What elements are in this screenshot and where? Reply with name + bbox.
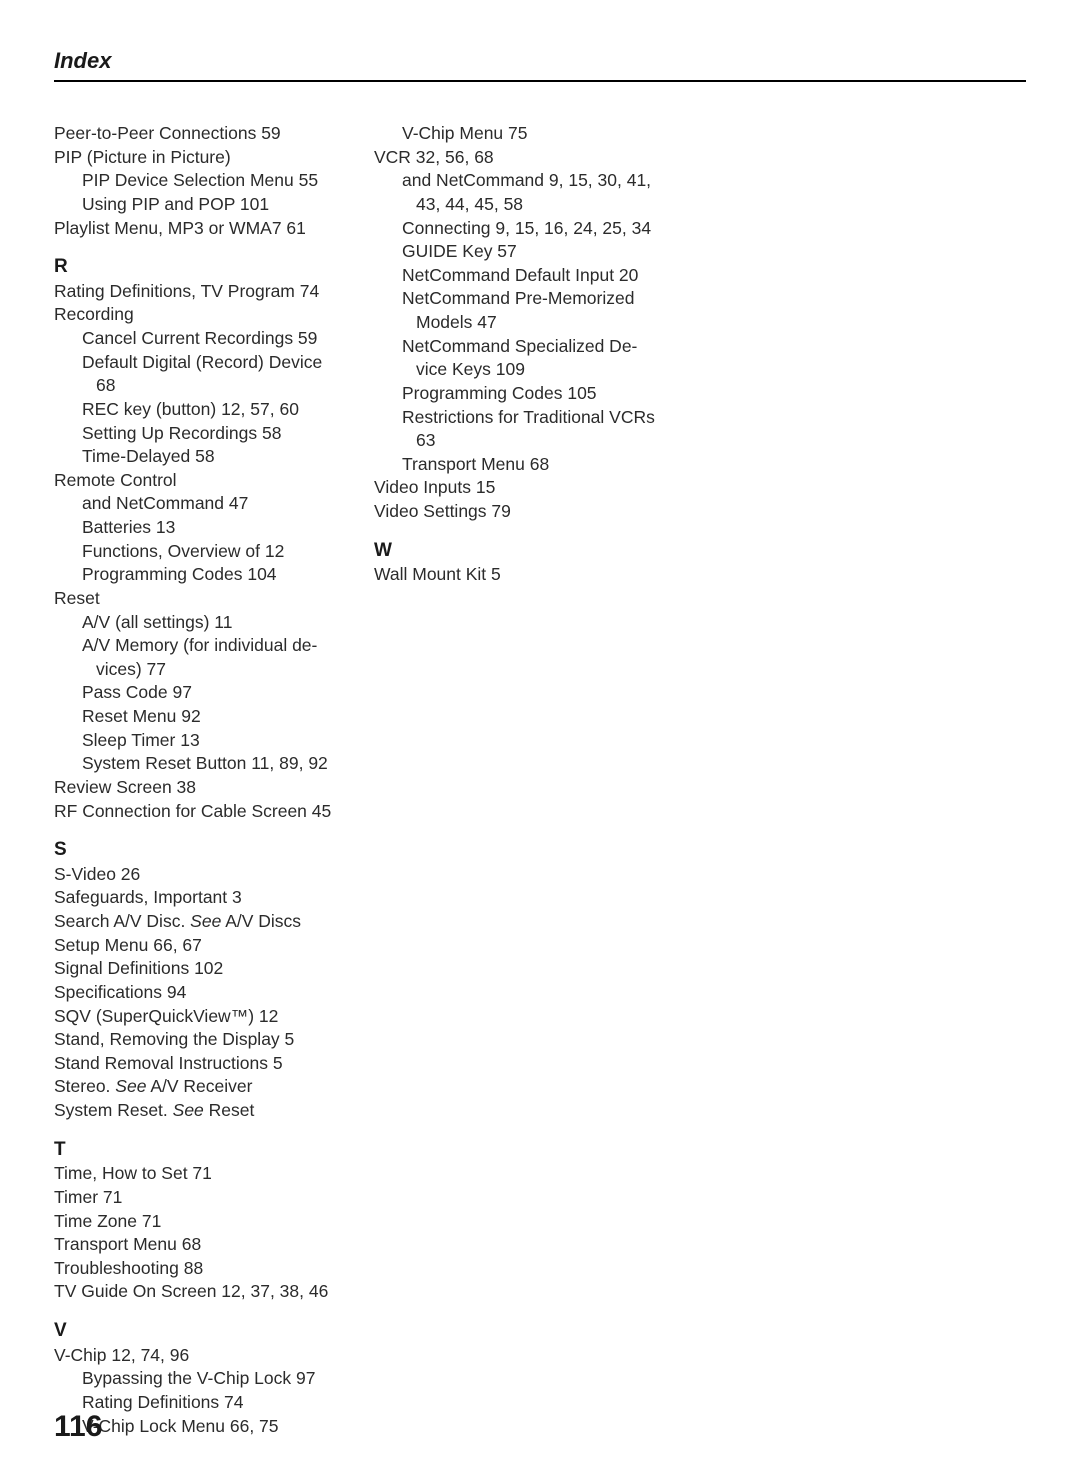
index-entry: PIP Device Selection Menu 55 (54, 169, 344, 193)
index-entry: Video Settings 79 (374, 500, 664, 524)
index-column-right: V-Chip Menu 75VCR 32, 56, 68and NetComma… (374, 122, 664, 1438)
index-entry: Signal Definitions 102 (54, 957, 344, 981)
index-entry: Recording (54, 303, 344, 327)
index-entry: Timer 71 (54, 1186, 344, 1210)
index-entry-text: Search A/V Disc. (54, 911, 190, 931)
index-entry: NetCommand Pre-Memorized (374, 287, 664, 311)
index-entry: Batteries 13 (54, 516, 344, 540)
index-entry: Remote Control (54, 469, 344, 493)
index-entry: S-Video 26 (54, 863, 344, 887)
index-entry: 63 (374, 429, 664, 453)
index-entry-text: A/V Receiver (146, 1076, 252, 1096)
index-entry: vice Keys 109 (374, 358, 664, 382)
index-entry: V-Chip 12, 74, 96 (54, 1344, 344, 1368)
index-entry: TV Guide On Screen 12, 37, 38, 46 (54, 1280, 344, 1304)
index-entry: REC key (button) 12, 57, 60 (54, 398, 344, 422)
index-entry: A/V Memory (for individual de- (54, 634, 344, 658)
index-entry: Video Inputs 15 (374, 476, 664, 500)
index-entry: NetCommand Default Input 20 (374, 264, 664, 288)
index-entry: Playlist Menu, MP3 or WMA7 61 (54, 217, 344, 241)
index-entry: Reset (54, 587, 344, 611)
index-column-left: Peer-to-Peer Connections 59PIP (Picture … (54, 122, 344, 1438)
page-number: 116 (54, 1410, 102, 1444)
index-entry: Connecting 9, 15, 16, 24, 25, 34 (374, 217, 664, 241)
index-entry: Stand Removal Instructions 5 (54, 1052, 344, 1076)
index-entry: Time, How to Set 71 (54, 1162, 344, 1186)
see-reference: See (173, 1100, 204, 1120)
index-entry: System Reset Button 11, 89, 92 (54, 752, 344, 776)
index-entry: Review Screen 38 (54, 776, 344, 800)
index-entry: NetCommand Specialized De- (374, 335, 664, 359)
index-entry: vices) 77 (54, 658, 344, 682)
index-section-letter: W (374, 538, 664, 564)
index-entry: Safeguards, Important 3 (54, 886, 344, 910)
index-entry: Programming Codes 105 (374, 382, 664, 406)
index-entry: Transport Menu 68 (374, 453, 664, 477)
header-title: Index (54, 48, 1026, 74)
index-entry: Time Zone 71 (54, 1210, 344, 1234)
index-entry-text: Reset (204, 1100, 255, 1120)
index-entry: Reset Menu 92 (54, 705, 344, 729)
index-entry: VCR 32, 56, 68 (374, 146, 664, 170)
index-entry: Pass Code 97 (54, 681, 344, 705)
index-entry: V-Chip Menu 75 (374, 122, 664, 146)
index-entry: Time-Delayed 58 (54, 445, 344, 469)
index-entry: Programming Codes 104 (54, 563, 344, 587)
index-section-letter: R (54, 254, 344, 280)
index-section-letter: T (54, 1137, 344, 1163)
see-reference: See (190, 911, 221, 931)
index-entry: Transport Menu 68 (54, 1233, 344, 1257)
index-columns: Peer-to-Peer Connections 59PIP (Picture … (54, 122, 1026, 1438)
index-entry: Wall Mount Kit 5 (374, 563, 664, 587)
index-entry: Bypassing the V-Chip Lock 97 (54, 1367, 344, 1391)
index-entry: Cancel Current Recordings 59 (54, 327, 344, 351)
index-entry: RF Connection for Cable Screen 45 (54, 800, 344, 824)
index-entry: Specifications 94 (54, 981, 344, 1005)
index-section-letter: S (54, 837, 344, 863)
index-entry: 68 (54, 374, 344, 398)
index-entry: Setting Up Recordings 58 (54, 422, 344, 446)
index-entry: Using PIP and POP 101 (54, 193, 344, 217)
index-entry: Models 47 (374, 311, 664, 335)
index-entry: Setup Menu 66, 67 (54, 934, 344, 958)
index-entry: Default Digital (Record) Device (54, 351, 344, 375)
index-entry: Troubleshooting 88 (54, 1257, 344, 1281)
index-entry: GUIDE Key 57 (374, 240, 664, 264)
index-entry: System Reset. See Reset (54, 1099, 344, 1123)
page: Index Peer-to-Peer Connections 59PIP (Pi… (0, 0, 1080, 1478)
header-region: Index (54, 48, 1026, 82)
index-entry: PIP (Picture in Picture) (54, 146, 344, 170)
index-entry: Search A/V Disc. See A/V Discs (54, 910, 344, 934)
see-reference: See (115, 1076, 146, 1096)
index-entry: Restrictions for Traditional VCRs (374, 406, 664, 430)
index-entry: A/V (all settings) 11 (54, 611, 344, 635)
index-entry: and NetCommand 9, 15, 30, 41, (374, 169, 664, 193)
index-entry: Rating Definitions, TV Program 74 (54, 280, 344, 304)
index-entry: SQV (SuperQuickView™) 12 (54, 1005, 344, 1029)
index-entry: Stereo. See A/V Receiver (54, 1075, 344, 1099)
index-entry-text: A/V Discs (221, 911, 301, 931)
index-section-letter: V (54, 1318, 344, 1344)
index-entry-text: System Reset. (54, 1100, 173, 1120)
index-entry: 43, 44, 45, 58 (374, 193, 664, 217)
index-entry: and NetCommand 47 (54, 492, 344, 516)
index-entry: Functions, Overview of 12 (54, 540, 344, 564)
index-entry: Sleep Timer 13 (54, 729, 344, 753)
index-entry: Stand, Removing the Display 5 (54, 1028, 344, 1052)
index-entry: Peer-to-Peer Connections 59 (54, 122, 344, 146)
index-entry-text: Stereo. (54, 1076, 115, 1096)
